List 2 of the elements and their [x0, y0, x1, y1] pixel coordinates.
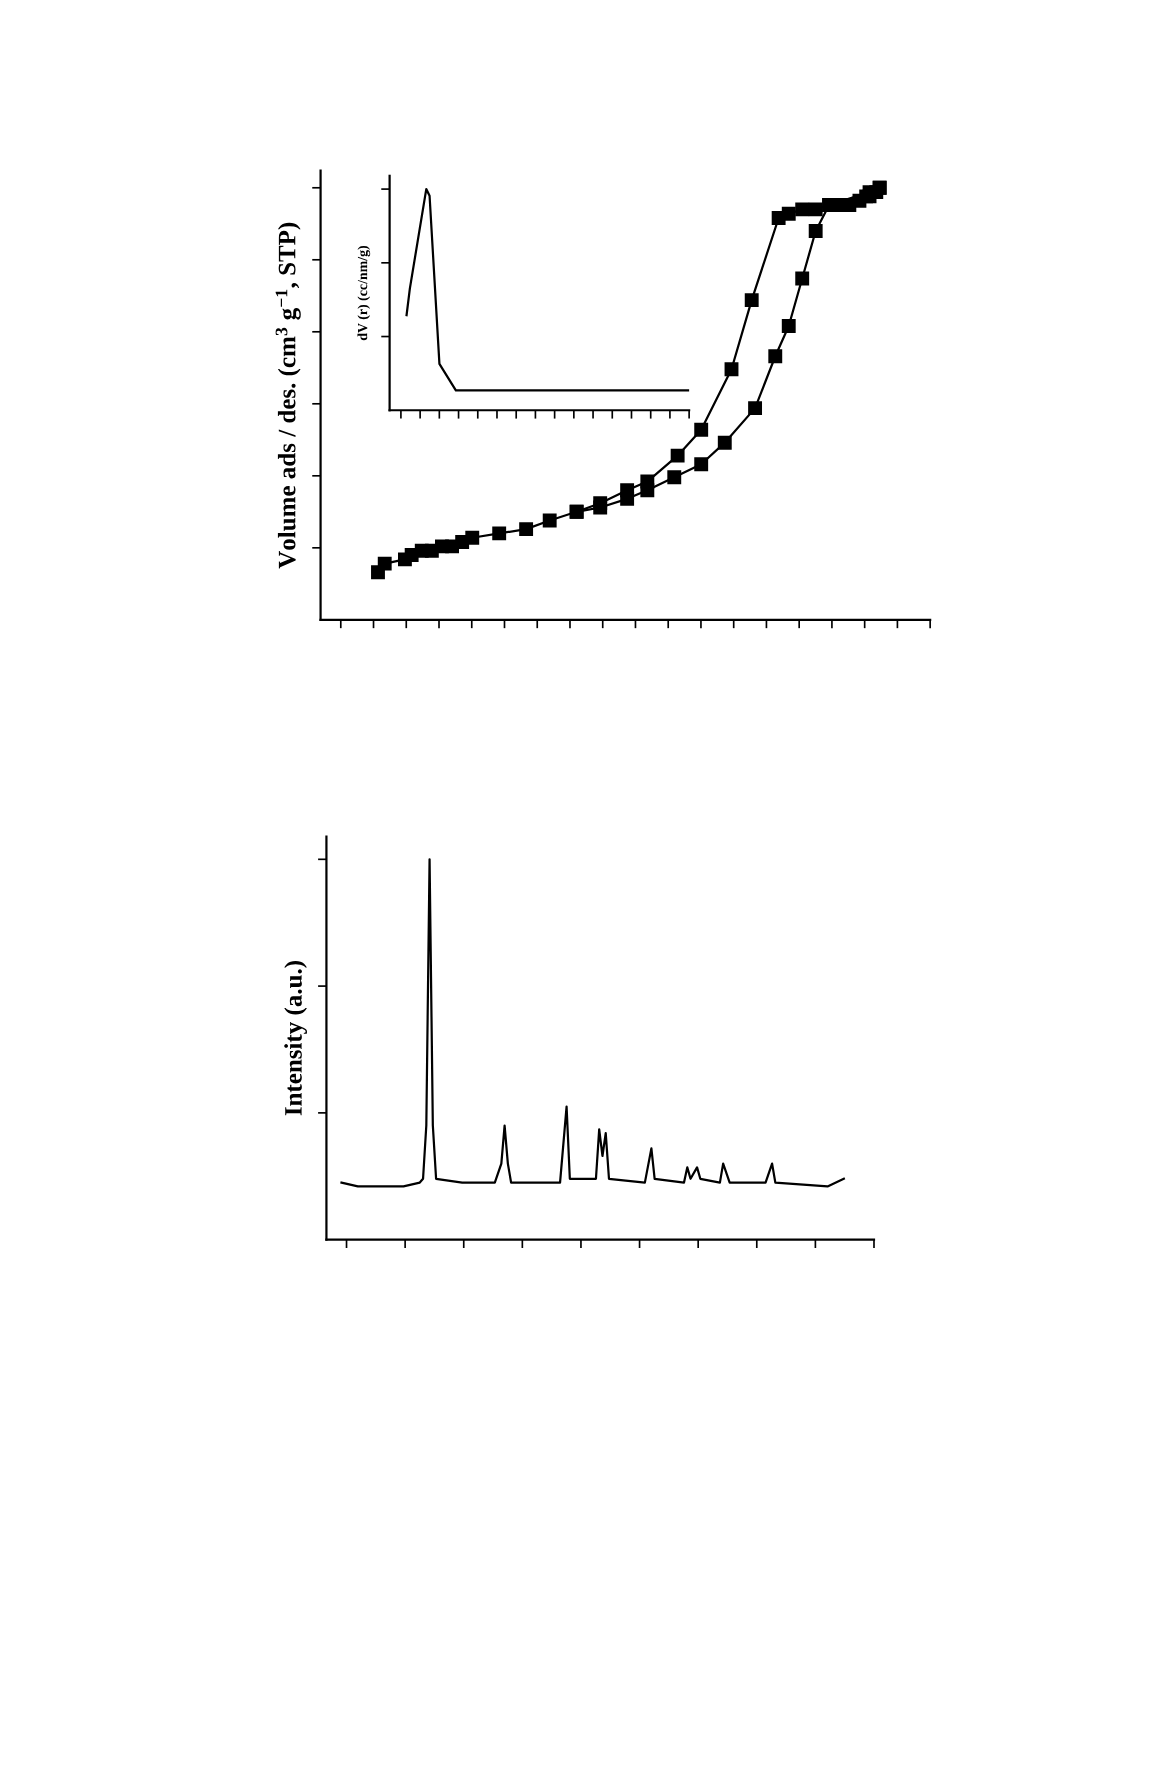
y-axis-title: Intensity (a.u.): [284, 961, 307, 1116]
y-axis-title: Volume ads / des. (cm$^{3}$ g$^{−1}$, STP): [275, 222, 301, 569]
